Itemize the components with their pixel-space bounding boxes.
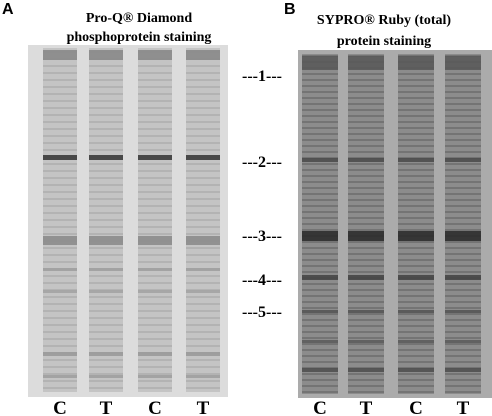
panel-letter: B: [284, 1, 296, 18]
gel-band: [445, 231, 481, 241]
lane-label: C: [313, 398, 327, 416]
gel-band: [138, 268, 172, 271]
gel-band: [445, 158, 481, 162]
gel-band: [43, 50, 77, 60]
gel-band: [89, 375, 123, 378]
gel-band: [302, 368, 338, 372]
gel-band: [348, 340, 384, 343]
gel-band: [348, 310, 384, 313]
gel-band: [186, 375, 220, 378]
band-marker: ---4---: [242, 272, 282, 289]
gel-band: [89, 155, 123, 160]
gel-band: [43, 352, 77, 356]
gel-band: [302, 231, 338, 241]
gel-band: [302, 275, 338, 280]
panel-title: Pro-Q® Diamond: [86, 11, 192, 26]
lane-label: T: [100, 398, 113, 416]
gel-band: [138, 50, 172, 60]
gel-band: [445, 56, 481, 70]
gel-band: [302, 340, 338, 343]
gel-band: [348, 231, 384, 241]
lane-label: T: [197, 398, 210, 416]
gel-band: [398, 275, 434, 280]
gel-lane: [43, 48, 77, 392]
lane-label: C: [148, 398, 162, 416]
gel-band: [186, 268, 220, 271]
gel-band: [302, 310, 338, 313]
gel-lane: [138, 48, 172, 392]
gel-band: [445, 275, 481, 280]
gel-band: [398, 56, 434, 70]
panel-letter: A: [2, 1, 14, 18]
gel-band: [398, 340, 434, 343]
gel-band: [43, 155, 77, 160]
gel-band: [302, 158, 338, 162]
gel-band: [89, 236, 123, 245]
gel-band: [445, 310, 481, 313]
gel-band: [398, 310, 434, 313]
gel-lane: [302, 54, 338, 394]
gel-band: [348, 158, 384, 162]
gel-band: [348, 275, 384, 280]
band-marker: ---5---: [242, 304, 282, 321]
gel-lane: [89, 48, 123, 392]
gel-band: [302, 56, 338, 70]
lane-label: T: [457, 398, 470, 416]
gel-band: [43, 268, 77, 271]
gel-band: [186, 155, 220, 160]
gel-band: [138, 352, 172, 356]
gel-band: [138, 236, 172, 245]
gel-lane: [445, 54, 481, 394]
gel-lane: [348, 54, 384, 394]
gel-lane: [186, 48, 220, 392]
panel-title: phosphoprotein staining: [67, 30, 212, 45]
gel-band: [186, 290, 220, 293]
panel-title: SYPRO® Ruby (total): [317, 13, 451, 28]
gel-band: [186, 50, 220, 60]
gel-band: [43, 375, 77, 378]
gel-band: [398, 231, 434, 241]
gel-band: [43, 290, 77, 293]
gel-band: [186, 352, 220, 356]
gel-lane: [398, 54, 434, 394]
panel-title: protein staining: [337, 34, 431, 49]
gel-band: [138, 290, 172, 293]
gel-band: [186, 236, 220, 245]
gel-band: [348, 56, 384, 70]
gel-band: [398, 368, 434, 372]
lane-label: T: [360, 398, 373, 416]
gel-band: [348, 368, 384, 372]
gel-band: [89, 50, 123, 60]
gel-band: [89, 268, 123, 271]
band-marker: ---2---: [242, 154, 282, 171]
gel-band: [138, 375, 172, 378]
gel-band: [138, 155, 172, 160]
lane-label: C: [409, 398, 423, 416]
gel-band: [89, 352, 123, 356]
lane-label: C: [53, 398, 67, 416]
band-marker: ---1---: [242, 68, 282, 85]
band-marker: ---3---: [242, 228, 282, 245]
gel-band: [43, 236, 77, 245]
gel-band: [398, 158, 434, 162]
gel-band: [445, 340, 481, 343]
gel-band: [89, 290, 123, 293]
gel-band: [445, 368, 481, 372]
